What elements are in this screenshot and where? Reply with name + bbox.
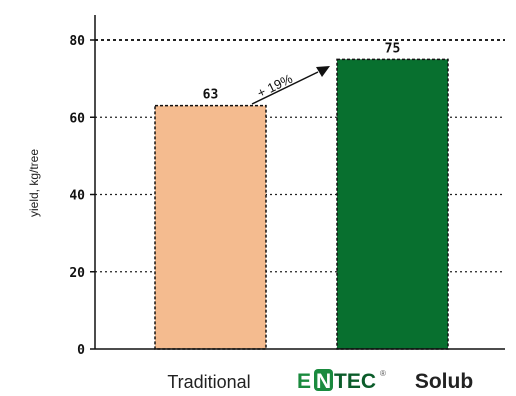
increase-arrow [251, 71, 319, 105]
logo-letter-e: E [297, 370, 311, 393]
bar-value-labels: 63 75 [203, 41, 401, 102]
bar-value-label: 63 [203, 88, 219, 103]
y-tick-label-60: 60 [69, 111, 85, 126]
logo-suffix-solub: Solub [415, 370, 473, 393]
logo-registered-mark: ® [380, 369, 386, 378]
y-tick-label-20: 20 [69, 266, 85, 281]
arrowhead-icon [316, 66, 330, 77]
increase-annotation: + 19% [251, 66, 330, 105]
y-tick-label-40: 40 [69, 189, 85, 204]
bar-traditional [154, 104, 267, 350]
logo-letters-tec: TEC [334, 370, 376, 393]
bar-value-label: 75 [385, 41, 401, 56]
y-tick-label-80: 80 [69, 34, 85, 49]
logo-n-badge [314, 369, 333, 391]
category-label-traditional: Traditional [167, 372, 250, 392]
entec-solub-logo: E N TEC ® Solub [297, 369, 473, 393]
y-tick-labels: 0 20 40 60 80 [69, 34, 95, 358]
bar-entec-solub [336, 58, 449, 350]
y-tick-label-0: 0 [77, 343, 85, 358]
increase-label: + 19% [255, 71, 295, 101]
logo-letter-n: N [316, 370, 331, 393]
bars [154, 58, 449, 350]
y-axis-label: yield, kg/tree [27, 149, 41, 217]
